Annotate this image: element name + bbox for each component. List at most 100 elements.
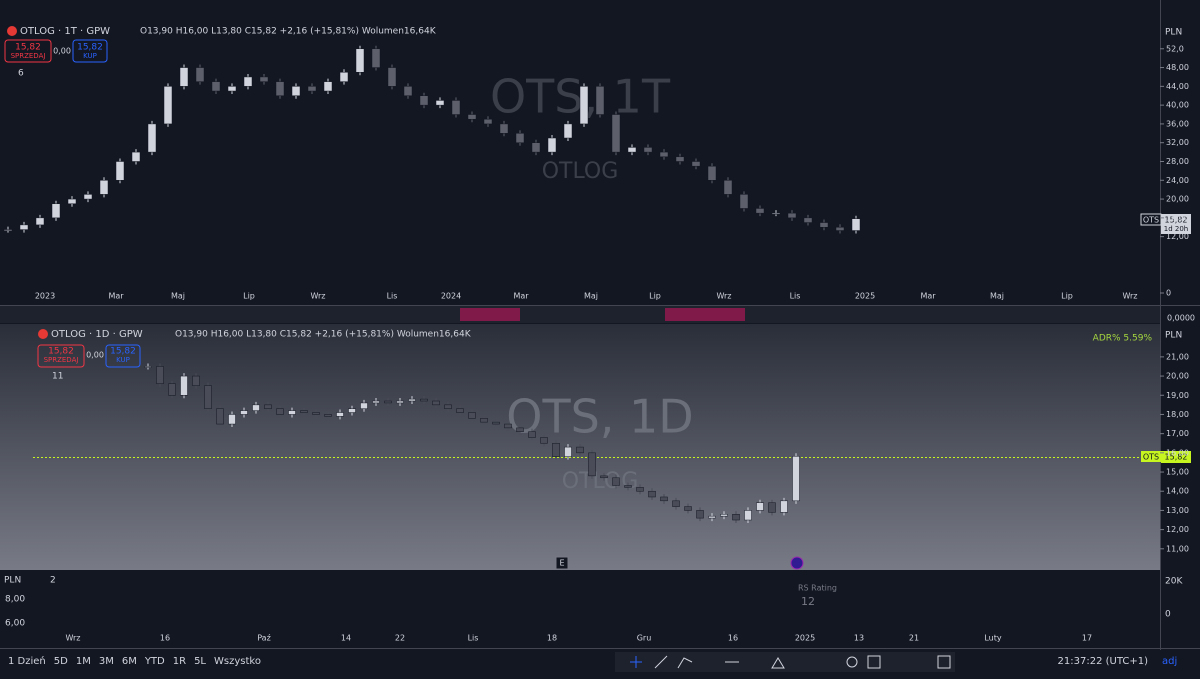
rect-tool[interactable] bbox=[867, 655, 881, 669]
x-tick-label: Mar bbox=[108, 292, 124, 301]
range-button[interactable]: Wszystko bbox=[214, 656, 261, 667]
currency[interactable]: PLN bbox=[1165, 28, 1182, 38]
strip-value: 0,0000 bbox=[1167, 314, 1195, 323]
watermark-sub: OTLOG bbox=[542, 159, 619, 184]
candle bbox=[291, 86, 301, 96]
candle bbox=[252, 404, 260, 411]
candle bbox=[336, 412, 344, 417]
candle bbox=[67, 198, 77, 205]
spread: 0,00 bbox=[86, 351, 104, 360]
candle bbox=[612, 477, 620, 486]
candle bbox=[707, 165, 717, 181]
strip-zone bbox=[460, 308, 520, 321]
x-tick-label: 16 bbox=[728, 634, 738, 643]
range-button[interactable]: 1M bbox=[76, 656, 91, 667]
sell-button[interactable] bbox=[4, 39, 52, 63]
rs-title: RS Rating bbox=[798, 584, 837, 593]
candle bbox=[564, 446, 572, 457]
candle bbox=[492, 421, 500, 425]
currency[interactable]: PLN bbox=[1165, 331, 1182, 341]
candle bbox=[228, 414, 236, 425]
x-tick-label: 17 bbox=[1082, 634, 1092, 643]
candle bbox=[552, 442, 560, 457]
x-tick-label: Lis bbox=[387, 292, 398, 301]
tools[interactable] bbox=[725, 657, 785, 669]
candle bbox=[348, 408, 356, 413]
candle bbox=[35, 217, 45, 226]
candle bbox=[792, 456, 800, 502]
candle bbox=[739, 194, 749, 209]
watermark-sub: OTLOG bbox=[562, 469, 639, 494]
x-tick-label: Wrz bbox=[65, 634, 80, 643]
indicator-count[interactable]: 11 bbox=[52, 372, 63, 382]
y-tick-label: 11,00 bbox=[1166, 544, 1189, 553]
candle bbox=[372, 400, 380, 404]
rs-value: 12 bbox=[801, 595, 815, 608]
candle bbox=[51, 203, 61, 219]
candle bbox=[547, 137, 557, 153]
earnings-marker[interactable] bbox=[555, 556, 569, 570]
candle bbox=[732, 514, 740, 521]
candle bbox=[467, 114, 477, 120]
y-tick-label: 14,00 bbox=[1166, 487, 1189, 496]
y-tick-label: 28,00 bbox=[1166, 157, 1189, 166]
buy-button[interactable] bbox=[72, 39, 108, 63]
y-tick-label: 17,00 bbox=[1166, 429, 1189, 438]
path-tool[interactable] bbox=[677, 657, 693, 669]
symbol: OTLOG · 1T · GPW bbox=[20, 26, 110, 37]
range-button[interactable]: 3M bbox=[99, 656, 114, 667]
sell-button[interactable] bbox=[37, 344, 85, 368]
x-tick-label: Maj bbox=[584, 292, 598, 301]
range-button[interactable]: 5D bbox=[54, 656, 68, 667]
candle bbox=[723, 180, 733, 195]
line-tool[interactable] bbox=[654, 655, 668, 669]
event-marker[interactable] bbox=[790, 556, 804, 570]
strip-zone bbox=[665, 308, 745, 321]
shape-tool[interactable] bbox=[846, 656, 858, 668]
range-button[interactable]: 6M bbox=[122, 656, 137, 667]
candle bbox=[403, 86, 413, 96]
range-button[interactable]: 1R bbox=[173, 656, 186, 667]
candle bbox=[579, 86, 589, 125]
candle bbox=[211, 81, 221, 92]
vol-tick: 0 bbox=[1165, 610, 1171, 620]
indicator-count[interactable]: 6 bbox=[18, 69, 24, 79]
candle bbox=[540, 437, 548, 444]
x-tick-label: Wrz bbox=[1122, 292, 1137, 301]
x-tick-label: Maj bbox=[171, 292, 185, 301]
x-tick-label: Lip bbox=[243, 292, 255, 301]
x-tick-label: 2025 bbox=[855, 292, 875, 301]
x-tick-label: Wrz bbox=[716, 292, 731, 301]
candle bbox=[588, 452, 596, 477]
y-tick-label: 36,00 bbox=[1166, 119, 1189, 128]
candle bbox=[408, 398, 416, 402]
candle bbox=[835, 226, 845, 231]
candle bbox=[600, 475, 608, 479]
buy-button[interactable] bbox=[105, 344, 141, 368]
grid-tool[interactable] bbox=[937, 655, 951, 669]
adj[interactable]: adj bbox=[1162, 656, 1177, 667]
candle bbox=[312, 412, 320, 415]
cursor-tool[interactable] bbox=[630, 656, 642, 668]
candle bbox=[499, 123, 509, 134]
candle bbox=[768, 502, 776, 513]
candle bbox=[204, 385, 212, 409]
range-button[interactable]: 1 Dzień bbox=[8, 655, 46, 667]
candle bbox=[595, 86, 605, 115]
range-button[interactable]: 5L bbox=[194, 656, 206, 667]
range-button[interactable]: YTD bbox=[144, 656, 165, 667]
flag bbox=[7, 26, 17, 36]
last-symbol: OTS bbox=[1143, 216, 1159, 225]
tools-bg bbox=[615, 652, 955, 672]
clock: 21:37:22 (UTC+1) bbox=[1058, 656, 1149, 667]
candle bbox=[144, 366, 152, 368]
candle bbox=[307, 86, 317, 92]
ohlc: O13,90 H16,00 L13,80 C15,82 +2,16 (+15,8… bbox=[175, 330, 472, 340]
candle bbox=[691, 161, 701, 167]
y-tick-label: 20,00 bbox=[1166, 372, 1189, 381]
candle bbox=[611, 114, 621, 153]
y-tick-label: 0 bbox=[1166, 289, 1171, 298]
candle bbox=[264, 404, 272, 409]
countdown: 1d 20h bbox=[1164, 225, 1188, 233]
symbol: OTLOG · 1D · GPW bbox=[51, 329, 143, 340]
